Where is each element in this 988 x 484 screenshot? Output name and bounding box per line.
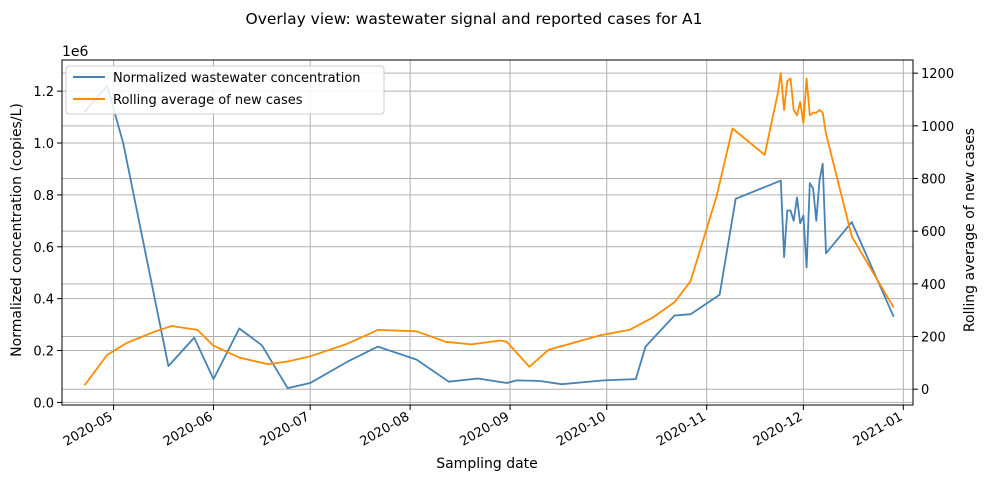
legend-box: [65, 65, 385, 115]
y-right-tick-label: 200: [921, 331, 946, 346]
y-left-tick-label: 1.2: [33, 85, 54, 100]
y-left-tick-label: 0.0: [33, 396, 54, 411]
y-left-tick-label: 0.2: [33, 345, 54, 360]
grid-lines: [62, 60, 913, 405]
y-right-tick-label: 1000: [921, 120, 954, 135]
y-axis-right-label: Rolling average of new cases: [962, 128, 978, 332]
y-right-tick-label: 400: [921, 278, 946, 293]
y-left-tick-label: 0.8: [33, 189, 54, 204]
y-left-tick-label: 0.4: [33, 293, 54, 308]
legend: Normalized wastewater concentration Roll…: [65, 65, 385, 115]
y-right-tick-label: 600: [921, 225, 946, 240]
x-axis-label: Sampling date: [436, 456, 538, 472]
y-left-tick-label: 0.6: [33, 241, 54, 256]
y-right-tick-label: 1200: [921, 67, 954, 82]
y-left-tick-label: 1.0: [33, 137, 54, 152]
chart-title: Overlay view: wastewater signal and repo…: [246, 10, 703, 28]
legend-label-cases: Rolling average of new cases: [113, 93, 303, 108]
series-line-wastewater: [83, 85, 895, 390]
y-right-tick-label: 800: [921, 173, 946, 188]
plot-frame: [61, 59, 914, 406]
series-lines: [83, 72, 895, 390]
legend-label-wastewater: Normalized wastewater concentration: [113, 71, 361, 86]
y-right-tick-label: 0: [921, 383, 929, 398]
series-line-cases: [83, 72, 895, 386]
left-axis-multiplier: 1e6: [62, 44, 89, 60]
y-axis-left-label: Normalized concentration (copies/L): [9, 103, 25, 357]
